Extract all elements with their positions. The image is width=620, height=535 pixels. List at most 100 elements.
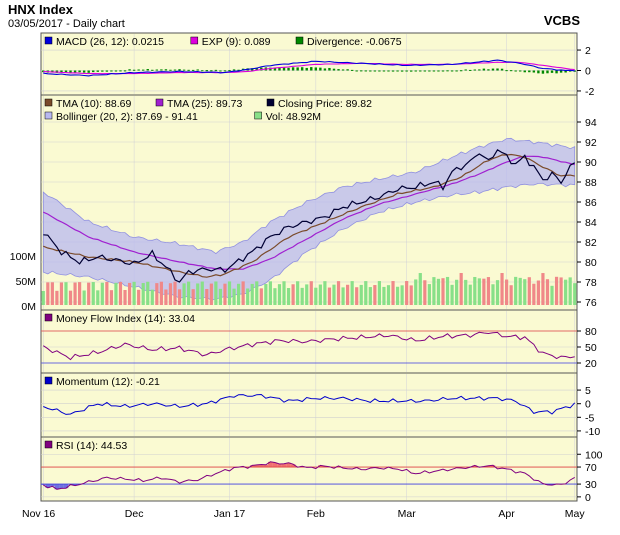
divergence-bar — [355, 70, 358, 72]
divergence-bar — [323, 68, 327, 71]
volume-bar — [477, 278, 481, 305]
divergence-bar — [51, 70, 54, 73]
volume-bar — [146, 281, 150, 305]
divergence-bar — [382, 70, 386, 72]
volume-bar — [68, 290, 73, 305]
volume-bar — [414, 279, 418, 305]
rsi-oversold-fill — [59, 484, 64, 489]
momentum-tick-label: 5 — [585, 385, 591, 397]
volume-bar — [386, 285, 391, 305]
divergence-bar — [160, 69, 163, 71]
volume-bar — [527, 277, 531, 305]
price-tick-label: 80 — [585, 257, 597, 269]
divergence-bar — [568, 70, 572, 72]
divergence-bar — [42, 70, 45, 73]
divergence-bar — [201, 70, 204, 72]
divergence-bar — [555, 70, 558, 74]
price-legend-item: TMA (25): 89.73 — [167, 98, 242, 110]
rsi-overbought-fill — [272, 462, 278, 468]
momentum-legend-swatch — [44, 376, 53, 385]
divergence-bar — [564, 70, 567, 73]
divergence-bar — [369, 70, 372, 72]
divergence-bar — [92, 70, 95, 73]
x-tick-label: Mar — [398, 508, 417, 520]
price-tick-label: 92 — [585, 137, 597, 149]
divergence-bar — [273, 67, 277, 71]
divergence-bar — [364, 70, 367, 72]
volume-bar — [277, 284, 282, 305]
volume-bar — [100, 282, 104, 305]
divergence-bar — [296, 67, 299, 71]
volume-bar — [509, 285, 513, 305]
volume-bar — [323, 281, 327, 305]
divergence-bar — [73, 70, 77, 73]
rsi-overbought-fill — [318, 465, 323, 468]
rsi-oversold-fill — [45, 484, 51, 488]
divergence-bar — [473, 69, 476, 71]
mfi-tick-label: 20 — [585, 358, 597, 370]
divergence-bar — [114, 70, 118, 72]
rsi-tick-label: 70 — [585, 462, 597, 474]
divergence-bar — [164, 69, 168, 71]
volume-bar — [164, 289, 168, 305]
volume-bar — [82, 290, 86, 305]
rsi-line — [43, 461, 575, 490]
momentum-tick-label: -5 — [585, 412, 594, 424]
divergence-bar — [291, 67, 295, 71]
divergence-bar — [537, 70, 540, 74]
divergence-bar — [123, 70, 127, 72]
momentum-legend-item: Momentum (12): -0.21 — [56, 376, 160, 388]
divergence-bar — [455, 70, 458, 72]
volume-bar — [450, 284, 454, 305]
x-tick-label: Feb — [307, 508, 325, 520]
volume-bar — [282, 281, 286, 305]
rsi-overbought-fill — [336, 465, 341, 468]
volume-bar — [491, 284, 495, 305]
volume-bar — [400, 285, 404, 305]
exp-line — [43, 61, 575, 75]
volume-bar — [336, 281, 341, 305]
volume-bar — [64, 282, 68, 305]
volume-bar — [255, 281, 259, 305]
volume-bar — [436, 278, 441, 305]
price-legend-swatch — [254, 111, 262, 120]
volume-bar — [96, 290, 100, 305]
divergence-bar — [219, 70, 222, 72]
divergence-bar — [341, 69, 345, 71]
divergence-bar — [450, 70, 454, 72]
volume-bar — [382, 286, 386, 305]
divergence-bar — [237, 69, 240, 71]
divergence-bar — [405, 70, 408, 72]
rsi-legend-item: RSI (14): 44.53 — [56, 440, 127, 452]
rsi-tick-label: 30 — [585, 479, 597, 491]
volume-bar — [554, 276, 559, 305]
rsi-tick-label: 0 — [585, 492, 591, 504]
volume-bar — [573, 283, 577, 305]
volume-bar — [518, 277, 522, 305]
momentum-tick-label: -10 — [585, 426, 600, 438]
mfi-legend-swatch — [44, 313, 53, 322]
mfi-tick-label: 50 — [585, 342, 597, 354]
divergence-bar — [96, 70, 99, 72]
volume-bar — [514, 276, 518, 305]
divergence-bar — [469, 69, 472, 71]
volume-bar — [123, 289, 127, 305]
volume-bar — [464, 279, 468, 305]
divergence-bar — [432, 70, 436, 72]
volume-bar — [73, 282, 77, 305]
volume-bar — [368, 287, 372, 305]
volume-bar — [191, 289, 195, 305]
tma10-line — [43, 153, 575, 278]
price-tick-label: 94 — [585, 117, 597, 129]
macd-legend-swatch — [44, 36, 53, 45]
volume-bar — [405, 281, 409, 305]
volume-bar — [541, 273, 545, 305]
rsi-legend-swatch — [44, 440, 53, 449]
divergence-bar — [528, 70, 531, 73]
volume-bar — [50, 282, 54, 305]
volume-bar — [268, 281, 272, 305]
momentum-panel — [40, 372, 578, 438]
rsi-overbought-fill — [290, 464, 296, 468]
price-legend-swatch — [155, 98, 164, 107]
divergence-bar — [305, 67, 308, 71]
